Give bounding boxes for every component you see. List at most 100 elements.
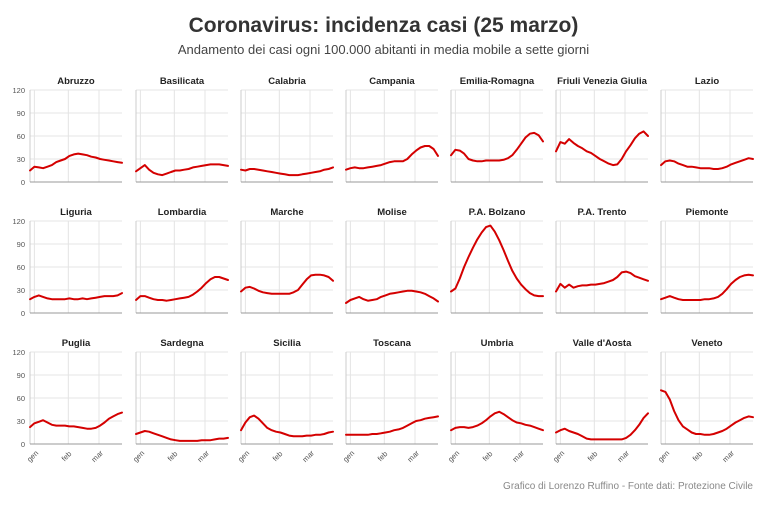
panel-molise: Molise — [345, 207, 439, 314]
panel-title: P.A. Trento — [578, 207, 627, 218]
panel-marche: Marche — [240, 207, 334, 314]
panel-piemonte: Piemonte — [660, 207, 754, 314]
y-tick-label: 30 — [17, 286, 25, 295]
panel-calabria: Calabria — [240, 76, 334, 183]
panel-toscana: Toscana gen feb mar — [341, 338, 439, 464]
chart-subtitle: Andamento dei casi ogni 100.000 abitanti… — [177, 42, 590, 57]
credit-text: Grafico di Lorenzo Ruffino - Fonte dati:… — [503, 481, 753, 492]
series-line-calabria — [240, 166, 334, 177]
panel-valle-d-aosta: Valle d'Aosta gen feb mar — [551, 338, 649, 464]
series-line-basilicata — [135, 163, 229, 177]
panel-lazio: Lazio — [660, 76, 754, 183]
panel-title: Veneto — [691, 338, 722, 349]
y-tick-label: 60 — [17, 394, 25, 403]
panel-title: Calabria — [268, 76, 306, 87]
panel-title: Campania — [369, 76, 415, 87]
y-tick-label: 90 — [17, 240, 25, 249]
y-tick-label: 60 — [17, 263, 25, 272]
x-tick-label: mar — [89, 448, 105, 464]
panel-friuli-venezia-giulia: Friuli Venezia Giulia — [555, 76, 649, 183]
panel-title: P.A. Bolzano — [469, 207, 526, 218]
x-tick-label: mar — [195, 448, 211, 464]
x-tick-label: mar — [300, 448, 316, 464]
series-line-valle-d-aosta — [555, 412, 649, 441]
x-tick-label: gen — [236, 449, 251, 464]
x-tick-label: gen — [656, 449, 671, 464]
x-tick-label: feb — [60, 449, 74, 463]
x-tick-label: gen — [551, 449, 566, 464]
panel-title: Molise — [377, 207, 407, 218]
x-tick-label: gen — [341, 449, 356, 464]
x-tick-label: mar — [720, 448, 736, 464]
x-tick-label: feb — [691, 449, 705, 463]
series-line-lombardia — [135, 276, 229, 302]
panel-title: Lombardia — [158, 207, 207, 218]
series-line-emilia-romagna — [450, 131, 544, 163]
panel-title: Emilia-Romagna — [460, 76, 535, 87]
y-tick-label: 0 — [21, 178, 25, 187]
panel-title: Sicilia — [273, 338, 301, 349]
panel-title: Puglia — [62, 338, 91, 349]
y-tick-label: 90 — [17, 109, 25, 118]
panel-sardegna: Sardegna gen feb mar — [131, 338, 229, 464]
panel-title: Marche — [270, 207, 303, 218]
series-line-p-a-trento — [555, 270, 649, 293]
panel-lombardia: Lombardia — [135, 207, 229, 314]
series-line-p-a-bolzano — [450, 224, 544, 298]
x-tick-label: gen — [446, 449, 461, 464]
x-tick-label: gen — [25, 449, 40, 464]
x-tick-label: mar — [405, 448, 421, 464]
y-tick-label: 120 — [12, 348, 25, 357]
panel-abruzzo: Abruzzo 0 30 60 90 120 — [12, 76, 123, 187]
panel-title: Lazio — [695, 76, 719, 87]
series-line-sardegna — [135, 430, 229, 442]
x-tick-label: mar — [510, 448, 526, 464]
x-tick-label: feb — [271, 449, 285, 463]
y-tick-label: 120 — [12, 86, 25, 95]
series-line-sicilia — [240, 414, 334, 438]
series-line-liguria — [29, 292, 123, 301]
x-tick-label: feb — [166, 449, 180, 463]
panel-title: Sardegna — [160, 338, 204, 349]
panel-sicilia: Sicilia gen feb mar — [236, 338, 334, 464]
y-tick-label: 120 — [12, 217, 25, 226]
y-tick-label: 0 — [21, 309, 25, 318]
series-line-marche — [240, 273, 334, 295]
y-tick-label: 30 — [17, 155, 25, 164]
series-line-campania — [345, 145, 439, 171]
panel-title: Liguria — [60, 207, 92, 218]
panel-liguria: Liguria 0 30 60 90 120 — [12, 207, 123, 318]
y-tick-label: 30 — [17, 417, 25, 426]
series-line-piemonte — [660, 273, 754, 301]
series-line-friuli-venezia-giulia — [555, 130, 649, 167]
series-line-lazio — [660, 157, 754, 170]
panel-title: Piemonte — [686, 207, 729, 218]
panel-p-a-bolzano: P.A. Bolzano — [450, 207, 544, 314]
panel-title: Friuli Venezia Giulia — [557, 76, 647, 87]
y-tick-label: 90 — [17, 371, 25, 380]
series-line-umbria — [450, 410, 544, 432]
series-line-molise — [345, 289, 439, 304]
chart-title: Coronavirus: incidenza casi (25 marzo) — [188, 14, 579, 37]
panel-emilia-romagna: Emilia-Romagna — [450, 76, 544, 183]
panel-p-a-trento: P.A. Trento — [555, 207, 649, 314]
panel-title: Valle d'Aosta — [573, 338, 632, 349]
panel-basilicata: Basilicata — [135, 76, 229, 183]
panel-title: Abruzzo — [57, 76, 95, 87]
x-tick-label: feb — [481, 449, 495, 463]
series-line-puglia — [29, 411, 123, 430]
series-line-abruzzo — [29, 152, 123, 172]
panel-puglia: Puglia 0 30 60 90 120 gen feb mar — [12, 338, 123, 464]
series-line-toscana — [345, 415, 439, 436]
panel-title: Toscana — [373, 338, 412, 349]
x-tick-label: feb — [586, 449, 600, 463]
series-line-veneto — [660, 389, 754, 436]
x-tick-label: feb — [376, 449, 390, 463]
panel-title: Umbria — [481, 338, 514, 349]
panel-umbria: Umbria gen feb mar — [446, 338, 544, 464]
panel-veneto: Veneto gen feb mar — [656, 338, 754, 464]
x-tick-label: gen — [131, 449, 146, 464]
y-tick-label: 60 — [17, 132, 25, 141]
y-tick-label: 0 — [21, 440, 25, 449]
panel-title: Basilicata — [160, 76, 205, 87]
